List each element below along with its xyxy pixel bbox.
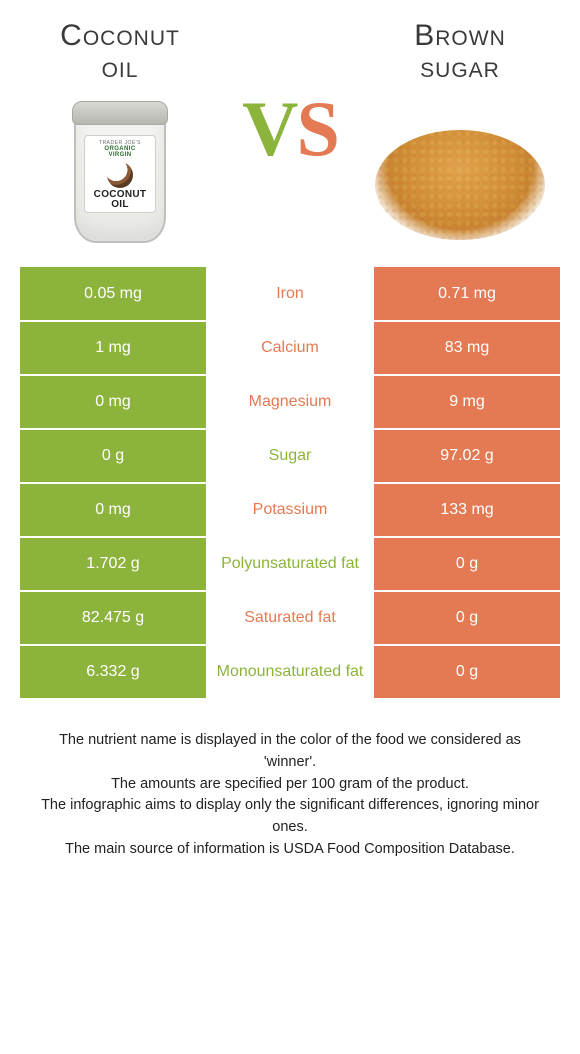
right-title: Brown sugar (360, 20, 560, 83)
nutrient-label: Potassium (206, 483, 374, 537)
left-value: 0 g (20, 429, 206, 483)
left-value: 0 mg (20, 375, 206, 429)
left-product-header: Coconut oil TRADER JOE'S ORGANIC VIRGIN … (20, 20, 220, 253)
infographic-root: Coconut oil TRADER JOE'S ORGANIC VIRGIN … (0, 0, 580, 871)
right-product-header: Brown sugar (360, 20, 560, 253)
table-row: 82.475 gSaturated fat0 g (20, 591, 560, 645)
header-row: Coconut oil TRADER JOE'S ORGANIC VIRGIN … (20, 20, 560, 253)
coconut-oil-jar-icon: TRADER JOE'S ORGANIC VIRGIN COCONUT OIL (74, 103, 166, 243)
right-value: 0.71 mg (374, 267, 560, 321)
left-value: 82.475 g (20, 591, 206, 645)
table-row: 0 mgMagnesium9 mg (20, 375, 560, 429)
vs-v: V (242, 85, 296, 172)
right-value: 97.02 g (374, 429, 560, 483)
right-value: 0 g (374, 591, 560, 645)
footer-line: The amounts are specified per 100 gram o… (38, 774, 542, 796)
jar-big-2: OIL (87, 200, 153, 210)
nutrient-label: Iron (206, 267, 374, 321)
table-row: 0.05 mgIron0.71 mg (20, 267, 560, 321)
footer-notes: The nutrient name is displayed in the co… (38, 730, 542, 861)
table-row: 1 mgCalcium83 mg (20, 321, 560, 375)
right-product-image (360, 93, 560, 253)
right-value: 133 mg (374, 483, 560, 537)
table-row: 0 gSugar97.02 g (20, 429, 560, 483)
left-product-image: TRADER JOE'S ORGANIC VIRGIN COCONUT OIL (20, 93, 220, 253)
vs-cell: VS (230, 20, 350, 168)
coconut-icon (107, 162, 133, 188)
right-value: 0 g (374, 645, 560, 699)
table-row: 6.332 gMonounsaturated fat0 g (20, 645, 560, 699)
left-value: 6.332 g (20, 645, 206, 699)
brown-sugar-pile-icon (370, 98, 550, 248)
table-row: 1.702 gPolyunsaturated fat0 g (20, 537, 560, 591)
table-row: 0 mgPotassium133 mg (20, 483, 560, 537)
nutrient-label: Polyunsaturated fat (206, 537, 374, 591)
left-value: 1.702 g (20, 537, 206, 591)
left-value: 0 mg (20, 483, 206, 537)
jar-line-virgin: VIRGIN (87, 152, 153, 158)
footer-line: The infographic aims to display only the… (38, 795, 542, 839)
vs-s: S (296, 85, 337, 172)
comparison-table: 0.05 mgIron0.71 mg1 mgCalcium83 mg0 mgMa… (20, 267, 560, 700)
nutrient-label: Magnesium (206, 375, 374, 429)
nutrient-label: Calcium (206, 321, 374, 375)
right-value: 83 mg (374, 321, 560, 375)
left-value: 1 mg (20, 321, 206, 375)
left-value: 0.05 mg (20, 267, 206, 321)
nutrient-label: Monounsaturated fat (206, 645, 374, 699)
footer-line: The nutrient name is displayed in the co… (38, 730, 542, 774)
right-value: 0 g (374, 537, 560, 591)
nutrient-label: Sugar (206, 429, 374, 483)
right-value: 9 mg (374, 375, 560, 429)
nutrient-label: Saturated fat (206, 591, 374, 645)
left-title: Coconut oil (20, 20, 220, 83)
vs-text: VS (242, 90, 338, 168)
footer-line: The main source of information is USDA F… (38, 839, 542, 861)
comparison-tbody: 0.05 mgIron0.71 mg1 mgCalcium83 mg0 mgMa… (20, 267, 560, 699)
